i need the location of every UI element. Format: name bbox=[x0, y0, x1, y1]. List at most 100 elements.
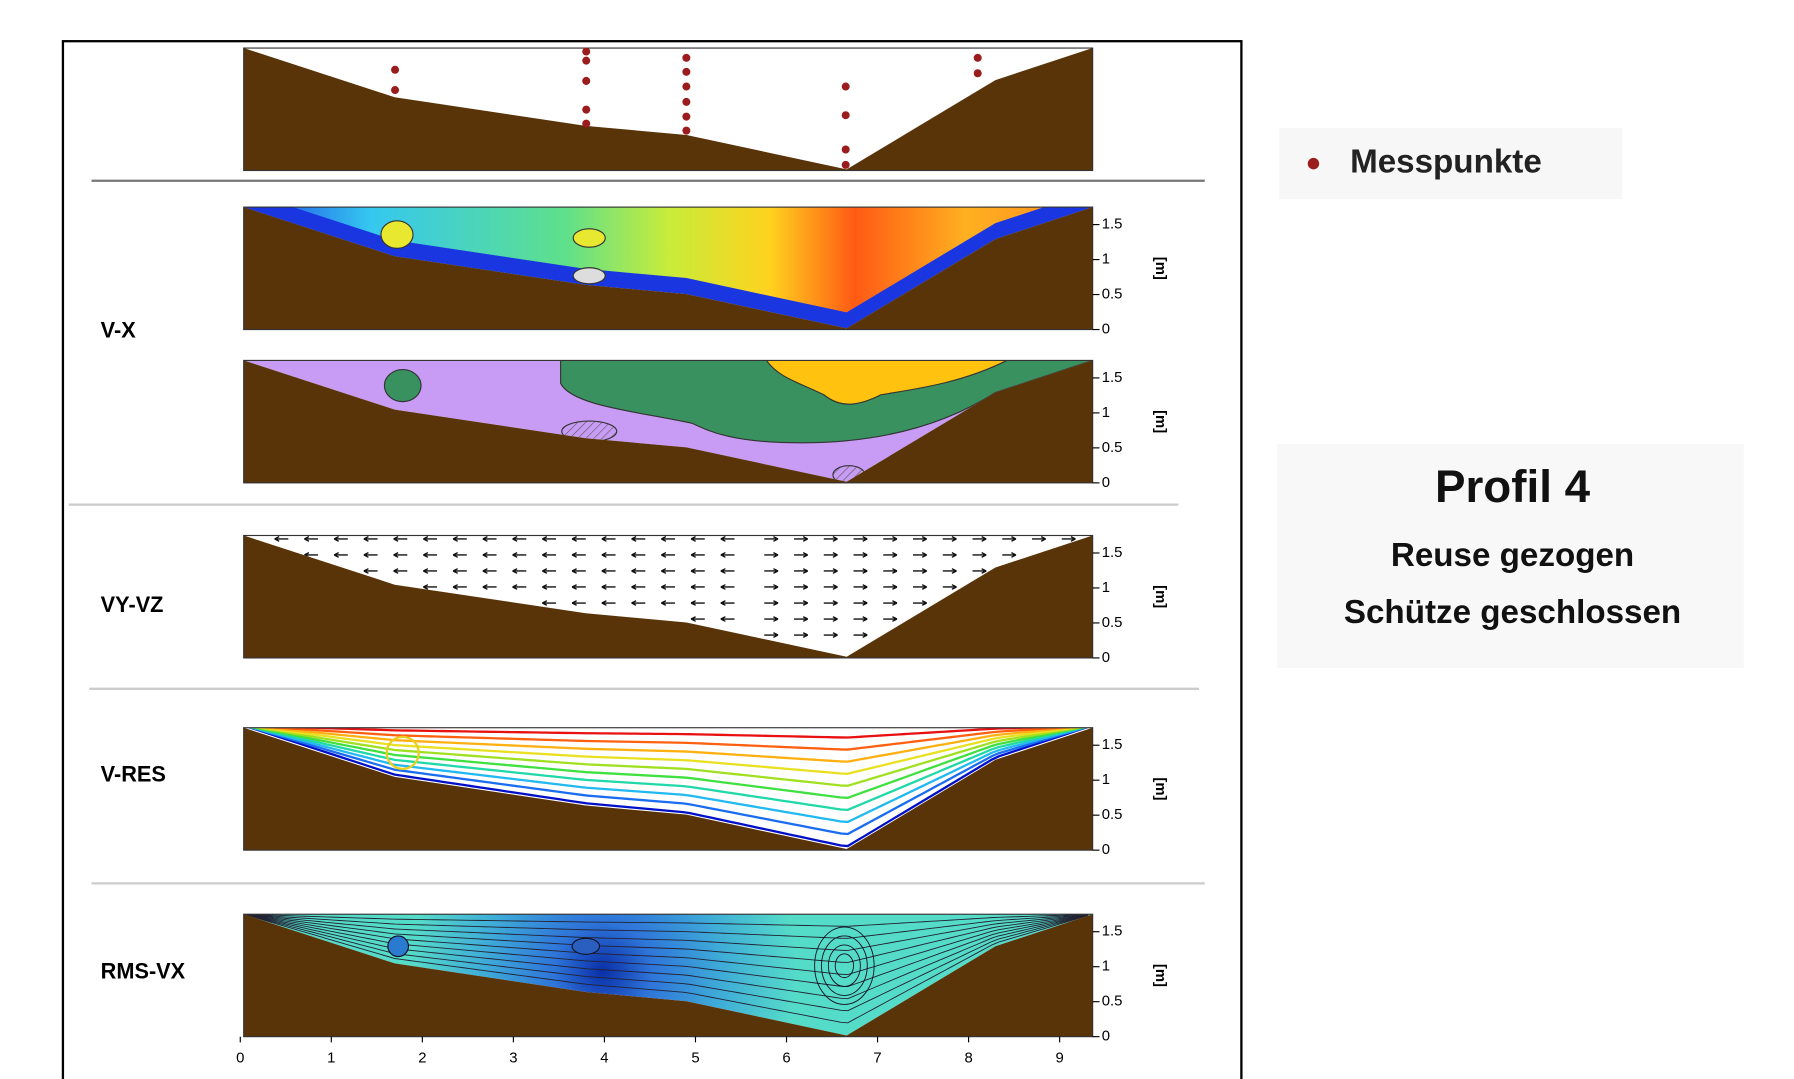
panel: 00.511.5[m] bbox=[244, 725, 1169, 858]
vector-arrow bbox=[1032, 537, 1046, 542]
vector-arrow bbox=[764, 537, 778, 542]
vector-arrow bbox=[572, 569, 586, 574]
measurement-point bbox=[682, 68, 690, 76]
measurement-point bbox=[842, 161, 850, 169]
y-tick-label: 1.5 bbox=[1102, 924, 1123, 940]
vector-arrow bbox=[854, 585, 868, 590]
vector-arrow bbox=[602, 569, 616, 574]
vector-arrow bbox=[721, 585, 735, 590]
velocity-blob bbox=[573, 268, 605, 284]
vector-arrow bbox=[794, 617, 808, 622]
vector-arrow bbox=[661, 537, 675, 542]
vector-arrow bbox=[632, 553, 646, 558]
vector-arrow bbox=[423, 585, 437, 590]
vector-arrow bbox=[453, 569, 467, 574]
vector-arrow bbox=[513, 585, 527, 590]
vector-arrow bbox=[973, 537, 987, 542]
panel-label: VY-VZ bbox=[101, 592, 164, 617]
x-tick-label: 9 bbox=[1056, 1050, 1064, 1066]
vector-arrow bbox=[794, 601, 808, 606]
vector-arrow bbox=[394, 553, 408, 558]
vector-arrow bbox=[854, 537, 868, 542]
vector-arrow bbox=[794, 585, 808, 590]
y-tick-label: 1 bbox=[1102, 251, 1110, 267]
vector-arrow bbox=[764, 601, 778, 606]
vector-arrow bbox=[632, 537, 646, 542]
measurement-point bbox=[682, 54, 690, 62]
y-tick-label: 0.5 bbox=[1102, 994, 1123, 1010]
vector-arrow bbox=[943, 585, 957, 590]
vector-arrow bbox=[854, 553, 868, 558]
x-tick-label: 4 bbox=[600, 1050, 608, 1066]
vector-arrow bbox=[883, 601, 897, 606]
figure: Messpunkte Profil 4 Reuse gezogen Schütz… bbox=[0, 0, 1794, 1079]
vector-arrow bbox=[721, 617, 735, 622]
vector-arrow bbox=[691, 601, 705, 606]
vector-arrow bbox=[794, 633, 808, 638]
vector-arrow bbox=[691, 617, 705, 622]
vector-arrow bbox=[943, 553, 957, 558]
riverbed bbox=[244, 535, 1093, 657]
vector-arrow bbox=[602, 553, 616, 558]
vector-arrow bbox=[854, 569, 868, 574]
measurement-point bbox=[842, 111, 850, 119]
vector-arrow bbox=[572, 537, 586, 542]
y-tick-label: 0 bbox=[1102, 842, 1110, 858]
y-axis-label: [m] bbox=[1152, 257, 1168, 280]
y-tick-label: 1 bbox=[1102, 580, 1110, 596]
measurement-point bbox=[582, 106, 590, 114]
measurement-point bbox=[391, 86, 399, 94]
y-tick-label: 1.5 bbox=[1102, 545, 1123, 561]
panel: 00.511.5[m] bbox=[244, 191, 1169, 337]
panel: 00.511.5[m] bbox=[244, 535, 1169, 665]
vector-arrow bbox=[364, 537, 378, 542]
vector-arrow bbox=[602, 585, 616, 590]
measurement-point bbox=[582, 120, 590, 128]
vector-arrow bbox=[913, 601, 927, 606]
panel: 00.511.5[m] bbox=[244, 914, 1169, 1044]
x-tick-label: 5 bbox=[691, 1050, 699, 1066]
y-tick-label: 1.5 bbox=[1102, 217, 1123, 233]
vector-arrow bbox=[973, 569, 987, 574]
vector-arrow bbox=[824, 601, 838, 606]
vector-arrow bbox=[824, 537, 838, 542]
page: {"chart_data": {"type": "profile", "pane… bbox=[0, 0, 1794, 1079]
vector-arrow bbox=[764, 585, 778, 590]
vector-arrow bbox=[542, 569, 556, 574]
y-axis-label: [m] bbox=[1152, 777, 1168, 800]
vector-arrow bbox=[854, 617, 868, 622]
y-tick-label: 0.5 bbox=[1102, 807, 1123, 823]
vector-arrow bbox=[1002, 537, 1016, 542]
vector-arrow bbox=[1062, 537, 1076, 542]
vector-arrow bbox=[854, 633, 868, 638]
vector-arrow bbox=[824, 633, 838, 638]
measurement-point bbox=[582, 48, 590, 56]
x-tick-label: 6 bbox=[782, 1050, 790, 1066]
vector-arrow bbox=[764, 553, 778, 558]
vector-arrow bbox=[824, 553, 838, 558]
vector-arrow bbox=[661, 553, 675, 558]
vector-arrow bbox=[542, 553, 556, 558]
vector-arrow bbox=[661, 585, 675, 590]
y-tick-label: 1 bbox=[1102, 405, 1110, 421]
measurement-point bbox=[682, 127, 690, 135]
vector-arrow bbox=[1002, 553, 1016, 558]
vector-arrow bbox=[602, 601, 616, 606]
vector-arrow bbox=[764, 617, 778, 622]
y-axis-label: [m] bbox=[1152, 585, 1168, 608]
vector-arrow bbox=[883, 569, 897, 574]
subtitle: Schütze geschlossen bbox=[1344, 594, 1681, 631]
vector-arrow bbox=[394, 569, 408, 574]
vector-arrow bbox=[721, 601, 735, 606]
x-tick-label: 8 bbox=[964, 1050, 972, 1066]
vector-arrow bbox=[513, 553, 527, 558]
y-tick-label: 0.5 bbox=[1102, 286, 1123, 302]
vector-arrow bbox=[542, 537, 556, 542]
legend-marker bbox=[1308, 158, 1319, 169]
vector-arrow bbox=[483, 585, 497, 590]
vector-arrow bbox=[913, 537, 927, 542]
vector-arrow bbox=[794, 537, 808, 542]
y-tick-label: 1 bbox=[1102, 772, 1110, 788]
y-tick-label: 0 bbox=[1102, 1029, 1110, 1045]
vector-arrow bbox=[483, 569, 497, 574]
